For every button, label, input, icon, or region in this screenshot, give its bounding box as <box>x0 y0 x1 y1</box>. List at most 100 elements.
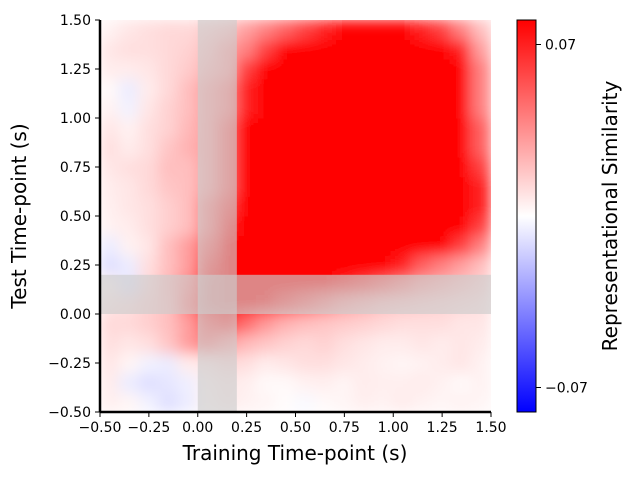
heatmap-cell <box>470 117 491 139</box>
heatmap-cell <box>158 58 179 80</box>
heatmap-cell <box>392 117 414 139</box>
heatmap-cell <box>412 313 433 335</box>
heatmap-cell <box>100 352 121 374</box>
heatmap-cell <box>431 235 453 256</box>
y-tick-label: 0.75 <box>60 160 91 176</box>
heatmap-cell <box>275 333 296 354</box>
heatmap-cell <box>412 176 433 197</box>
heatmap-cell <box>353 39 375 60</box>
heatmap-cell <box>177 254 199 276</box>
heatmap-cell <box>392 78 414 99</box>
heatmap-cell <box>412 333 433 354</box>
heatmap-cell <box>295 117 316 139</box>
heatmap-cell <box>177 97 199 119</box>
heatmap-cell <box>392 20 414 41</box>
heatmap-cell <box>353 235 375 256</box>
heatmap-cell <box>255 58 277 80</box>
heatmap-cell <box>412 254 433 276</box>
heatmap-cell <box>100 391 121 412</box>
heatmap-cell <box>158 39 179 60</box>
heatmap-cell <box>119 97 140 119</box>
heatmap-cell <box>412 20 433 41</box>
heatmap-cell <box>334 352 355 374</box>
heatmap-cell <box>177 333 199 354</box>
heatmap-cell <box>314 235 336 256</box>
y-ticks: −0.50 −0.25 0.00 0.25 0.50 0.75 1.00 1.25 1.50 <box>48 13 100 421</box>
heatmap-cell <box>470 195 491 217</box>
heatmap-cell <box>275 156 296 178</box>
heatmap-cell <box>334 372 355 393</box>
heatmap-cell <box>138 372 160 393</box>
heatmap-cell <box>275 215 296 237</box>
heatmap-cell <box>392 313 414 335</box>
heatmap-cell <box>295 58 316 80</box>
heatmap-cell <box>100 117 121 139</box>
heatmap-cell <box>158 137 179 158</box>
heatmap-cell <box>177 195 199 217</box>
heatmap-cell <box>392 156 414 178</box>
y-tick-label: 0.25 <box>60 258 91 274</box>
heatmap-cell <box>119 137 140 158</box>
heatmap-cell <box>255 333 277 354</box>
heatmap-cell <box>255 20 277 41</box>
heatmap-cell <box>470 78 491 99</box>
heatmap-cell <box>236 176 257 197</box>
heatmap-cell <box>275 372 296 393</box>
x-tick-label: 0.25 <box>231 420 262 436</box>
heatmap-cell <box>158 254 179 276</box>
heatmap-cell <box>412 58 433 80</box>
heatmap-cell <box>275 97 296 119</box>
heatmap-cell <box>255 254 277 276</box>
y-tick-label: 0.50 <box>60 209 91 225</box>
heatmap-cell <box>334 333 355 354</box>
heatmap-cell <box>138 156 160 178</box>
heatmap-cell <box>177 137 199 158</box>
heatmap-cell <box>236 352 257 374</box>
heatmap-cell <box>158 372 179 393</box>
heatmap-cell <box>353 137 375 158</box>
heatmap-cell <box>334 195 355 217</box>
heatmap-cell <box>314 117 336 139</box>
heatmap-cell <box>353 195 375 217</box>
heatmap-cell <box>431 333 453 354</box>
heatmap-cell <box>138 117 160 139</box>
heatmap-cell <box>236 235 257 256</box>
x-tick-label: 1.25 <box>427 420 458 436</box>
heatmap-cell <box>236 195 257 217</box>
heatmap-cell <box>275 254 296 276</box>
heatmap-cell <box>275 391 296 412</box>
heatmap-cell <box>177 313 199 335</box>
heatmap-cell <box>177 215 199 237</box>
heatmap-cell <box>451 391 472 412</box>
heatmap-cell <box>295 372 316 393</box>
heatmap-cell <box>353 333 375 354</box>
heatmap-cell <box>314 137 336 158</box>
heatmap-cell <box>392 333 414 354</box>
heatmap-cell <box>353 352 375 374</box>
heatmap-cell <box>334 235 355 256</box>
heatmap-cell <box>100 254 121 276</box>
heatmap-cell <box>353 372 375 393</box>
heatmap-cell <box>275 176 296 197</box>
colorbar <box>516 19 537 413</box>
heatmap-cell <box>451 333 472 354</box>
heatmap-cell <box>100 58 121 80</box>
heatmap-cell <box>158 391 179 412</box>
heatmap-cell <box>334 215 355 237</box>
heatmap-cell <box>470 352 491 374</box>
heatmap-cell <box>236 137 257 158</box>
heatmap-cell <box>275 117 296 139</box>
heatmap-cell <box>119 372 140 393</box>
heatmap-cell <box>255 156 277 178</box>
heatmap-cell <box>431 195 453 217</box>
heatmap-cell <box>451 20 472 41</box>
heatmap-cell <box>451 137 472 158</box>
heatmap-cell <box>431 97 453 119</box>
heatmap-cell <box>177 117 199 139</box>
heatmap-cell <box>119 176 140 197</box>
heatmap-cell <box>373 352 394 374</box>
x-tick-label: −0.25 <box>127 420 170 436</box>
heatmap-cell <box>431 215 453 237</box>
heatmap-cell <box>138 254 160 276</box>
heatmap-cell <box>431 117 453 139</box>
